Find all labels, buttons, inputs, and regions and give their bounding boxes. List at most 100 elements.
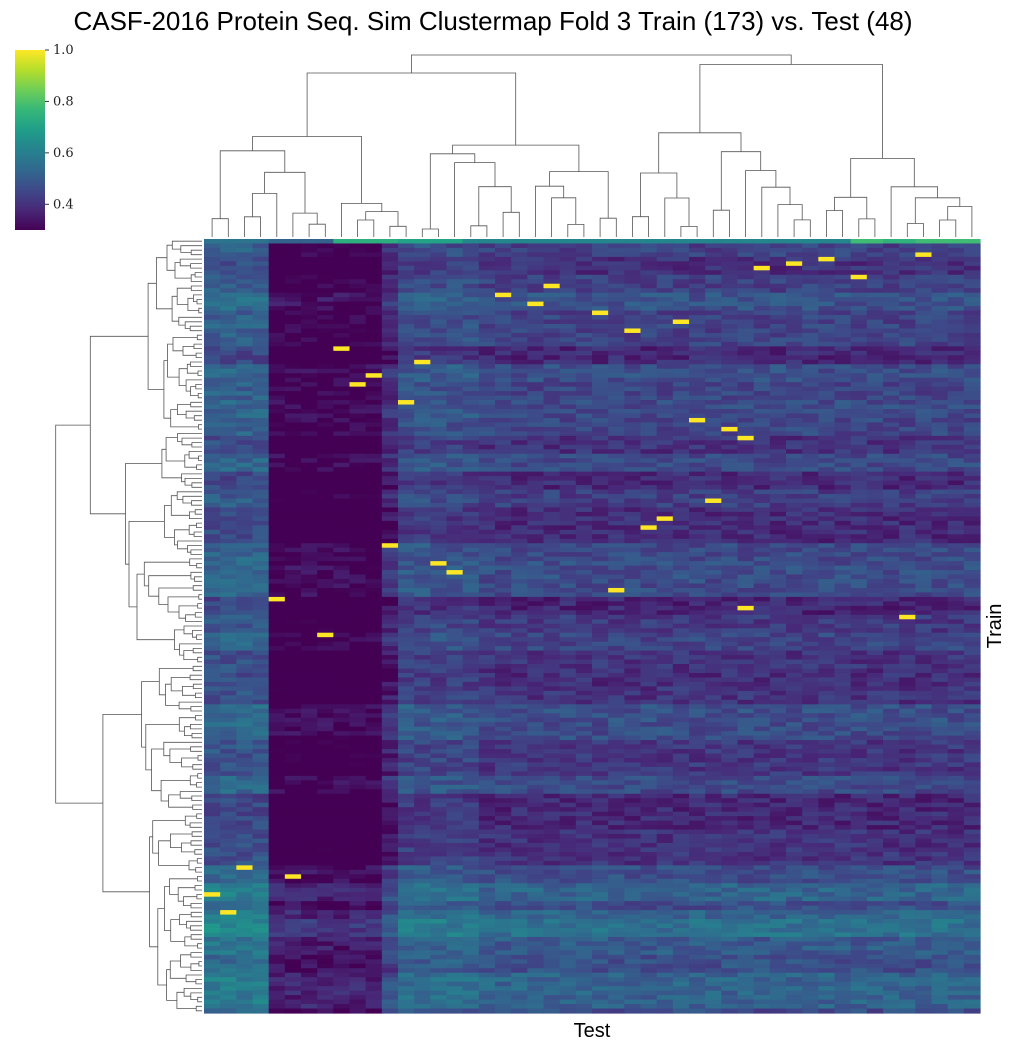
- heatmap-cell: [204, 677, 221, 682]
- heatmap-cell: [867, 360, 884, 365]
- heatmap-cell: [835, 588, 852, 593]
- heatmap-cell: [382, 543, 399, 548]
- heatmap-cell: [430, 507, 447, 512]
- heatmap-cell: [867, 669, 884, 674]
- heatmap-cell: [899, 610, 916, 615]
- heatmap-cell: [317, 530, 334, 535]
- heatmap-cell: [479, 239, 496, 244]
- heatmap-cell: [269, 252, 286, 257]
- heatmap-cell: [447, 409, 464, 414]
- dendrogram-link: [149, 576, 191, 597]
- heatmap-cell: [350, 288, 367, 293]
- heatmap-cell: [430, 279, 447, 284]
- heatmap-cell: [786, 516, 803, 521]
- heatmap-cell: [398, 342, 415, 347]
- heatmap-cell: [463, 660, 480, 665]
- heatmap-cell: [624, 521, 641, 526]
- heatmap-cell: [479, 579, 496, 584]
- heatmap-cell: [802, 252, 819, 257]
- heatmap-cell: [301, 337, 318, 342]
- heatmap-cell: [948, 481, 965, 486]
- dendrogram-link: [193, 666, 202, 670]
- heatmap-cell: [447, 297, 464, 302]
- heatmap-cell: [236, 279, 253, 284]
- heatmap-cell: [204, 503, 221, 508]
- heatmap-cell: [204, 458, 221, 463]
- heatmap-cell: [915, 293, 932, 298]
- heatmap-cell: [738, 677, 755, 682]
- heatmap-cell: [269, 579, 286, 584]
- heatmap-cell: [447, 458, 464, 463]
- heatmap-cell: [414, 302, 431, 307]
- heatmap-cell: [608, 584, 625, 589]
- heatmap-cell: [673, 552, 690, 557]
- heatmap-cell: [867, 431, 884, 436]
- heatmap-cell: [447, 490, 464, 495]
- heatmap-cell: [398, 458, 415, 463]
- heatmap-cell: [754, 485, 771, 490]
- heatmap-cell: [624, 261, 641, 266]
- heatmap-cell: [333, 333, 350, 338]
- heatmap-cell: [948, 279, 965, 284]
- heatmap-cell: [883, 382, 900, 387]
- heatmap-cell: [964, 660, 981, 665]
- heatmap-cell: [447, 472, 464, 477]
- heatmap-cell: [802, 494, 819, 499]
- heatmap-cell: [333, 651, 350, 656]
- heatmap-cell: [948, 673, 965, 678]
- heatmap-cell: [818, 320, 835, 325]
- heatmap-cell: [366, 333, 383, 338]
- heatmap-cell: [350, 552, 367, 557]
- heatmap-cell: [915, 498, 932, 503]
- heatmap-cell: [657, 387, 674, 392]
- heatmap-cell: [447, 463, 464, 468]
- heatmap-cell: [317, 266, 334, 271]
- heatmap-cell: [301, 297, 318, 302]
- heatmap-cell: [899, 512, 916, 517]
- heatmap-cell: [560, 355, 577, 360]
- heatmap-cell: [964, 543, 981, 548]
- heatmap-cell: [657, 575, 674, 580]
- heatmap-cell: [479, 396, 496, 401]
- heatmap-cell: [754, 584, 771, 589]
- heatmap-cell: [366, 646, 383, 651]
- heatmap-cell: [350, 669, 367, 674]
- heatmap-cell: [802, 449, 819, 454]
- heatmap-cell: [689, 284, 706, 289]
- heatmap-cell: [770, 467, 787, 472]
- heatmap-cell: [770, 431, 787, 436]
- heatmap-cell: [883, 302, 900, 307]
- heatmap-cell: [495, 660, 512, 665]
- heatmap-cell: [560, 427, 577, 432]
- heatmap-cell: [527, 655, 544, 660]
- heatmap-cell: [317, 619, 334, 624]
- heatmap-cell: [463, 485, 480, 490]
- heatmap-cell: [915, 597, 932, 602]
- heatmap-cell: [932, 512, 949, 517]
- heatmap-cell: [851, 364, 868, 369]
- heatmap-cell: [495, 252, 512, 257]
- heatmap-cell: [964, 521, 981, 526]
- heatmap-cell: [624, 498, 641, 503]
- heatmap-cell: [689, 472, 706, 477]
- heatmap-cell: [236, 284, 253, 289]
- heatmap-cell: [527, 498, 544, 503]
- heatmap-cell: [220, 261, 237, 266]
- heatmap-cell: [253, 284, 270, 289]
- heatmap-cell: [398, 261, 415, 266]
- heatmap-cell: [398, 642, 415, 647]
- heatmap-cell: [511, 243, 528, 248]
- heatmap-cell: [350, 646, 367, 651]
- heatmap-cell: [576, 575, 593, 580]
- heatmap-cell: [705, 337, 722, 342]
- heatmap-cell: [932, 566, 949, 571]
- heatmap-cell: [705, 396, 722, 401]
- heatmap-cell: [657, 476, 674, 481]
- heatmap-cell: [544, 628, 561, 633]
- heatmap-cell: [220, 615, 237, 620]
- heatmap-cell: [802, 521, 819, 526]
- heatmap-cell: [414, 606, 431, 611]
- heatmap-cell: [366, 503, 383, 508]
- heatmap-cell: [560, 391, 577, 396]
- heatmap-cell: [495, 677, 512, 682]
